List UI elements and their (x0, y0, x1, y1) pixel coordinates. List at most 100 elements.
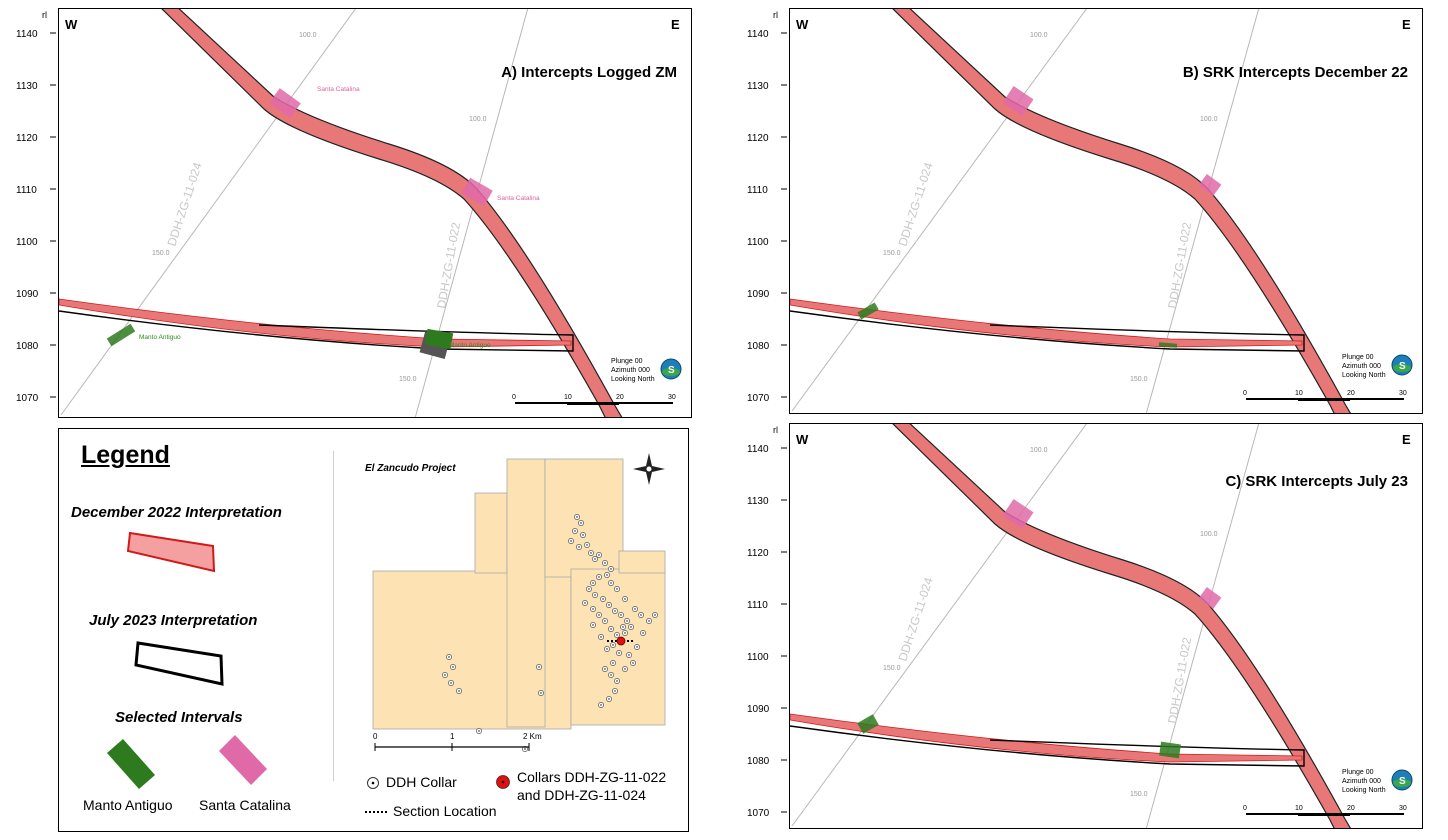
manto-antiguo-intercept-024 (857, 302, 879, 320)
ddh-collar-marker (604, 646, 610, 652)
ddh-collar-marker (622, 630, 628, 636)
elevation-tick-label: 1110 (747, 600, 768, 611)
santa-catalina-horizon (161, 9, 623, 417)
scale-label: 20 (616, 394, 624, 401)
globe-icon: S (660, 358, 682, 380)
globe-icon: S (1391, 354, 1413, 376)
ddh-collar-marker (598, 634, 604, 640)
ddh-collar-marker (618, 612, 624, 618)
ddh-collar-marker (576, 544, 582, 550)
elevation-tick-label: 1120 (747, 133, 769, 144)
elevation-tick-label: 1100 (747, 652, 769, 663)
manto-antiguo-dec-band (790, 298, 1303, 348)
elevation-tick-label: 1110 (747, 185, 768, 196)
ddh-collar-marker (608, 672, 614, 678)
manto-antiguo-intercept-022 (1159, 741, 1181, 759)
ddh-collar-marker (568, 538, 574, 544)
dec-interp-label: December 2022 Interpretation (71, 504, 282, 521)
elevation-tick-label: 1080 (16, 341, 39, 352)
scale-label: 10 (564, 394, 572, 401)
elevation-tick-label: 1090 (16, 289, 39, 300)
manto-antiguo-jul-outline (790, 725, 1305, 767)
svg-text:S: S (1399, 776, 1406, 787)
depth-label: 150.0 (883, 665, 901, 672)
section-location-label: Section Location (393, 803, 497, 819)
view-orientation-text: Plunge 00 (1342, 769, 1374, 776)
ddh-collar-marker (606, 696, 612, 702)
depth-label: 150.0 (883, 250, 901, 257)
ddh-collar-marker (476, 728, 482, 734)
intercepts (857, 85, 1222, 348)
drill-traces (60, 9, 529, 417)
section-svg: DDH-ZG-11-024 DDH-ZG-11-022 100.0 100.0 150.… (790, 424, 1413, 828)
ddh-collar-marker (600, 596, 606, 602)
ddh-collar-marker (596, 574, 602, 580)
west-label: W (796, 432, 809, 447)
elevation-tick-label: 1080 (747, 341, 770, 352)
ddh-collar-marker (612, 688, 618, 694)
panel-title: A) Intercepts Logged ZM (501, 64, 677, 81)
selected-intervals-label: Selected Intervals (115, 709, 243, 726)
scale-label: 20 (1347, 805, 1355, 812)
ddh-collar-marker (538, 690, 544, 696)
intercepts (857, 498, 1222, 759)
rl-label: rl (42, 10, 47, 20)
ddh-collar-marker (640, 630, 646, 636)
ddh-collar-marker (598, 702, 604, 708)
view-orientation-text: Azimuth 000 (1342, 778, 1381, 785)
ddh-collar-icon (367, 777, 379, 789)
collars-label-line2: and DDH-ZG-11-024 (517, 787, 646, 803)
ddh-collar-marker (614, 586, 620, 592)
elevation-tick-label: 1110 (16, 185, 37, 196)
ddh-collar-marker (612, 608, 618, 614)
manto-antiguo-intercept-024 (857, 714, 879, 734)
elevation-tick-label: 1130 (16, 81, 38, 92)
ddh-collar-marker (602, 618, 608, 624)
ddh-collar-marker (442, 672, 448, 678)
legend-divider (333, 451, 334, 781)
elevation-axis: rl 1140 1130 1120 1110 1100 1090 1080 1070 (747, 10, 787, 404)
ddh-collar-marker (620, 624, 626, 630)
santa-catalina-intercept-024 (1002, 498, 1034, 530)
depth-label: 150.0 (399, 376, 417, 383)
ddh-collar-marker (632, 606, 638, 612)
drillhole-024-trace (60, 9, 356, 416)
view-orientation-text: Plunge 00 (1342, 354, 1374, 361)
ddh-collar-marker (616, 650, 622, 656)
depth-label: 100.0 (299, 32, 317, 39)
santa-catalina-label: Santa Catalina (199, 797, 291, 813)
santa-catalina-intercept-022 (1198, 587, 1222, 609)
scale-label: 0 (512, 394, 516, 401)
map-scale-1: 1 (450, 732, 455, 741)
scale-bar: 0 10 20 30 (1243, 805, 1407, 816)
ddh-collar-marker (456, 688, 462, 694)
ddh-collar-marker (622, 596, 628, 602)
legend-panel: Legend December 2022 Interpretation July… (58, 428, 689, 832)
santa-catalina-intercept-024 (269, 88, 301, 118)
ddh-collar-marker (586, 586, 592, 592)
drillhole-024-label: DDH-ZG-11-024 (896, 160, 936, 248)
ddh-collar-label: DDH Collar (386, 774, 457, 790)
elevation-tick-label: 1130 (747, 81, 769, 92)
elevation-axis: rl 1140 1130 1120 1110 1100 1090 1080 1070 (747, 425, 787, 819)
ddh-collar-marker (580, 532, 586, 538)
west-label: W (796, 17, 809, 32)
section-panel-b: DDH-ZG-11-024 DDH-ZG-11-022 100.0 100.0 150.… (789, 8, 1423, 414)
santa-catalina-swatch (219, 735, 267, 785)
scale-label: 0 (1243, 805, 1247, 812)
depth-label: 100.0 (1200, 531, 1218, 538)
intercept-label: Santa Catalina (497, 195, 540, 202)
ddh-collar-marker (572, 528, 578, 534)
ddh-collar-marker (588, 550, 594, 556)
depth-label: 100.0 (1030, 447, 1048, 454)
ddh-collar-marker (536, 664, 542, 670)
ddh-collar-marker (590, 622, 596, 628)
elevation-tick-label: 1130 (747, 496, 769, 507)
collars-red-icon (496, 775, 510, 789)
legend-title: Legend (81, 441, 170, 469)
ddh-collar-marker (446, 654, 452, 660)
scale-label: 30 (668, 394, 676, 401)
elevation-tick-label: 1120 (16, 133, 38, 144)
intercept-label: Manto Antiguo (139, 334, 181, 341)
elevation-tick-label: 1070 (747, 393, 770, 404)
